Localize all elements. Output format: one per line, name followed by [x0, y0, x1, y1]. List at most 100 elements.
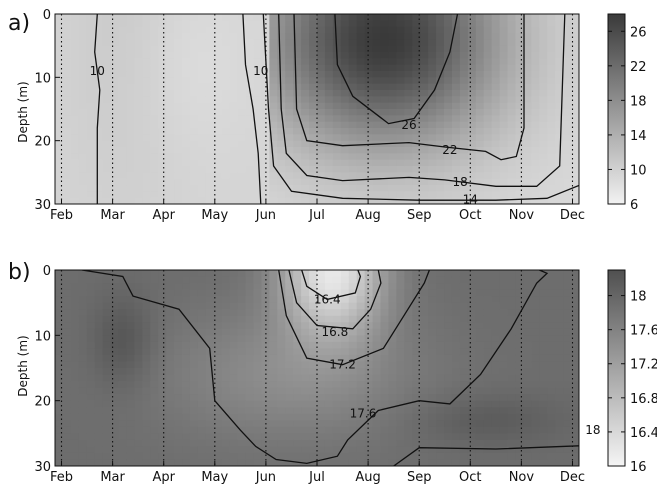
field-cell: [356, 128, 366, 135]
field-cell: [245, 315, 255, 323]
field-cell: [475, 90, 485, 97]
field-cell: [269, 276, 278, 284]
field-cell: [110, 64, 120, 72]
field-cell: [142, 387, 151, 395]
field-cell: [126, 178, 135, 186]
field-cell: [491, 439, 501, 447]
field-cell: [134, 374, 143, 382]
field-cell: [94, 26, 104, 34]
field-cell: [78, 26, 88, 34]
field-cell: [467, 296, 477, 304]
field-cell: [150, 439, 159, 447]
field-cell: [94, 134, 104, 142]
field-cell: [285, 33, 294, 40]
field-cell: [356, 26, 366, 34]
field-cell: [428, 452, 437, 461]
field-cell: [142, 64, 151, 72]
field-cell: [55, 452, 64, 461]
field-cell: [332, 83, 342, 91]
field-cell: [253, 328, 263, 336]
field-cell: [356, 14, 366, 21]
field-cell: [55, 185, 64, 192]
field-cell: [213, 276, 223, 284]
field-cell: [245, 39, 255, 47]
field-cell: [396, 102, 405, 110]
field-cell: [293, 413, 302, 421]
field-cell: [285, 433, 294, 441]
field-cell: [150, 302, 159, 310]
field-cell: [269, 147, 278, 154]
field-cell: [55, 26, 64, 34]
field-cell: [174, 191, 183, 199]
field-cell: [62, 322, 72, 330]
field-cell: [412, 83, 421, 91]
field-cell: [340, 341, 350, 349]
field-cell: [531, 45, 540, 53]
field-cell: [237, 328, 247, 336]
field-cell: [301, 413, 310, 421]
contour-line-10: [242, 14, 262, 204]
field-cell: [237, 283, 247, 291]
field-cell: [491, 58, 501, 66]
field-cell: [78, 134, 88, 142]
colorbar-tick-label: 22: [630, 60, 647, 75]
field-cell: [301, 420, 310, 428]
field-cell: [539, 302, 548, 310]
field-cell: [102, 439, 112, 447]
field-cell: [253, 322, 263, 330]
field-cell: [436, 134, 445, 142]
field-cell: [205, 368, 215, 376]
contour-label: 18: [452, 175, 467, 189]
field-cell: [428, 178, 437, 186]
field-cell: [444, 361, 453, 369]
field-cell: [467, 33, 477, 40]
field-cell: [166, 348, 175, 356]
field-cell: [70, 413, 80, 421]
field-cell: [197, 178, 207, 186]
field-cell: [205, 335, 215, 343]
field-cell: [285, 394, 294, 402]
field-cell: [499, 166, 509, 173]
field-cell: [213, 296, 223, 304]
field-cell: [86, 309, 96, 317]
field-cell: [301, 361, 310, 369]
field-cell: [150, 26, 159, 34]
field-cell: [269, 33, 278, 40]
field-cell: [499, 185, 509, 192]
field-cell: [55, 39, 64, 47]
field-cell: [380, 153, 390, 161]
field-cell: [253, 178, 263, 186]
field-cell: [126, 159, 135, 167]
field-cell: [531, 452, 540, 461]
field-cell: [531, 322, 540, 330]
field-cell: [309, 121, 318, 129]
field-cell: [372, 178, 382, 186]
field-cell: [134, 407, 143, 415]
field-cell: [428, 191, 437, 199]
field-cell: [221, 394, 231, 402]
field-cell: [396, 413, 405, 421]
field-cell: [182, 309, 191, 317]
field-cell: [332, 433, 342, 441]
field-cell: [126, 446, 135, 454]
field-cell: [285, 341, 294, 349]
field-cell: [166, 166, 175, 173]
field-cell: [523, 361, 532, 369]
field-cell: [118, 361, 128, 369]
field-cell: [483, 276, 493, 284]
field-cell: [388, 90, 397, 97]
field-cell: [491, 96, 501, 104]
field-cell: [110, 394, 120, 402]
xtick-label: Oct: [459, 470, 481, 485]
field-cell: [388, 20, 397, 28]
field-cell: [412, 354, 421, 363]
field-cell: [475, 96, 485, 104]
field-cell: [340, 33, 350, 40]
field-cell: [86, 420, 96, 428]
xtick-label: May: [201, 208, 228, 223]
field-cell: [459, 153, 469, 161]
field-cell: [396, 153, 405, 161]
field-cell: [102, 309, 112, 317]
field-cell: [317, 140, 326, 148]
field-cell: [197, 83, 207, 91]
